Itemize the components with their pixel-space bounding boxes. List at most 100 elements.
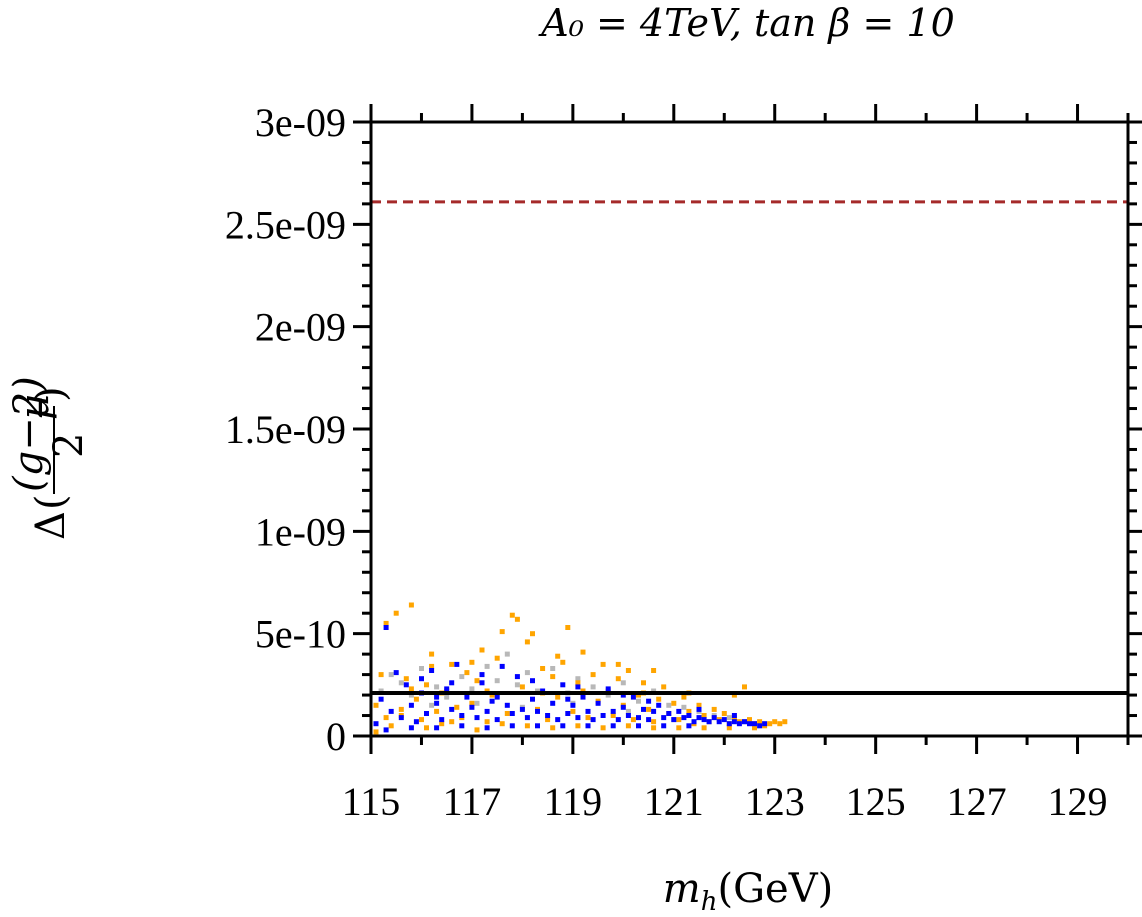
data-point-2-97 [494, 694, 500, 700]
data-point-2-67 [711, 715, 717, 721]
data-point-2-95 [575, 684, 581, 690]
y-axis-label-denominator: 2 [46, 433, 92, 458]
data-point-1-3 [383, 620, 389, 626]
data-point-2-100 [646, 698, 652, 704]
data-point-1-12 [429, 651, 435, 657]
data-point-0-2 [398, 680, 404, 686]
data-point-2-84 [535, 723, 540, 729]
data-point-1-81 [777, 721, 783, 727]
data-point-2-34 [545, 713, 551, 718]
data-point-0-7 [459, 674, 465, 680]
data-point-1-108 [469, 659, 475, 665]
data-point-2-87 [610, 723, 616, 729]
data-point-1-51 [625, 668, 631, 673]
data-point-1-88 [499, 721, 505, 727]
data-point-1-39 [565, 625, 571, 630]
y-axis-label-rparen: ) [28, 386, 74, 402]
data-point-0-27 [726, 715, 732, 721]
data-point-1-13 [434, 708, 440, 714]
data-point-2-47 [610, 708, 616, 714]
data-point-1-53 [636, 692, 641, 698]
data-point-1-82 [782, 719, 788, 725]
data-point-1-90 [550, 725, 556, 731]
data-point-1-43 [585, 715, 591, 721]
data-point-2-78 [383, 727, 389, 733]
x-axis-label: mh(GeV) [663, 866, 833, 917]
data-point-2-24 [494, 717, 500, 723]
data-point-2-20 [474, 715, 480, 721]
data-point-2-64 [696, 715, 702, 721]
data-point-2-21 [479, 680, 485, 686]
data-point-2-16 [454, 661, 460, 667]
data-point-2-53 [641, 706, 646, 712]
data-point-2-51 [630, 694, 636, 700]
data-point-1-89 [524, 723, 530, 729]
data-point-1-35 [545, 717, 551, 723]
data-point-1-24 [489, 692, 495, 698]
data-point-1-60 [671, 700, 677, 706]
data-point-2-12 [434, 700, 440, 706]
data-point-0-13 [524, 670, 530, 676]
data-point-1-70 [721, 711, 727, 716]
data-point-2-50 [625, 713, 631, 718]
data-point-1-38 [560, 659, 566, 665]
data-point-0-19 [605, 692, 611, 698]
y-axis-label: Δ ( (g−2) μ 2 ) [6, 376, 92, 540]
data-point-2-68 [716, 719, 722, 725]
y-tick-label-0: 0 [326, 714, 346, 759]
data-point-1-19 [464, 670, 470, 676]
reference-lines [371, 200, 1128, 696]
y-axis-label-numerator: (g−2) [6, 376, 52, 492]
data-point-1-111 [651, 668, 657, 673]
data-point-0-14 [535, 688, 540, 694]
y-tick-label-3: 1.5e-09 [225, 407, 346, 452]
data-point-2-63 [691, 719, 697, 725]
x-tick-label-121: 121 [644, 779, 704, 824]
data-point-1-27 [504, 711, 510, 716]
data-point-1-91 [575, 723, 581, 729]
data-point-1-49 [615, 676, 621, 682]
data-point-2-32 [535, 708, 540, 714]
data-point-1-4 [388, 723, 394, 729]
data-point-2-79 [408, 725, 414, 731]
data-point-2-10 [424, 711, 429, 716]
data-point-1-0 [373, 729, 379, 735]
data-point-2-62 [686, 713, 692, 718]
y-tick-label-2: 1e-09 [255, 509, 346, 554]
data-point-1-106 [731, 692, 737, 698]
x-axis-label-symbol: m [663, 866, 701, 912]
data-point-1-5 [393, 610, 399, 616]
data-point-1-68 [711, 706, 717, 712]
data-point-2-55 [651, 708, 657, 714]
data-point-2-90 [686, 723, 692, 729]
data-point-1-83 [383, 715, 389, 721]
x-axis-label-subscript: h [701, 887, 718, 917]
x-tick-label-127: 127 [947, 779, 1007, 824]
data-point-2-38 [565, 711, 571, 716]
data-point-1-99 [408, 686, 414, 692]
data-point-2-26 [504, 702, 510, 708]
data-point-1-42 [580, 649, 586, 655]
data-point-1-79 [767, 721, 773, 727]
data-point-0-23 [666, 702, 672, 708]
data-point-2-60 [676, 708, 682, 714]
data-point-1-107 [429, 663, 435, 669]
data-point-2-86 [585, 723, 591, 729]
data-point-1-62 [681, 694, 687, 700]
data-point-1-103 [580, 688, 586, 694]
data-point-1-11 [424, 682, 429, 688]
data-point-1-66 [701, 713, 707, 718]
data-point-1-98 [752, 725, 757, 731]
data-point-2-96 [620, 692, 626, 698]
data-point-2-35 [550, 700, 556, 706]
data-point-2-18 [464, 694, 470, 700]
data-point-2-99 [565, 696, 571, 702]
data-point-1-41 [575, 680, 581, 686]
plot-frame [369, 120, 1130, 738]
data-point-1-84 [398, 706, 404, 712]
data-point-1-85 [424, 725, 429, 731]
data-point-2-44 [595, 700, 601, 706]
data-point-2-37 [560, 682, 566, 688]
data-point-0-12 [514, 682, 520, 688]
